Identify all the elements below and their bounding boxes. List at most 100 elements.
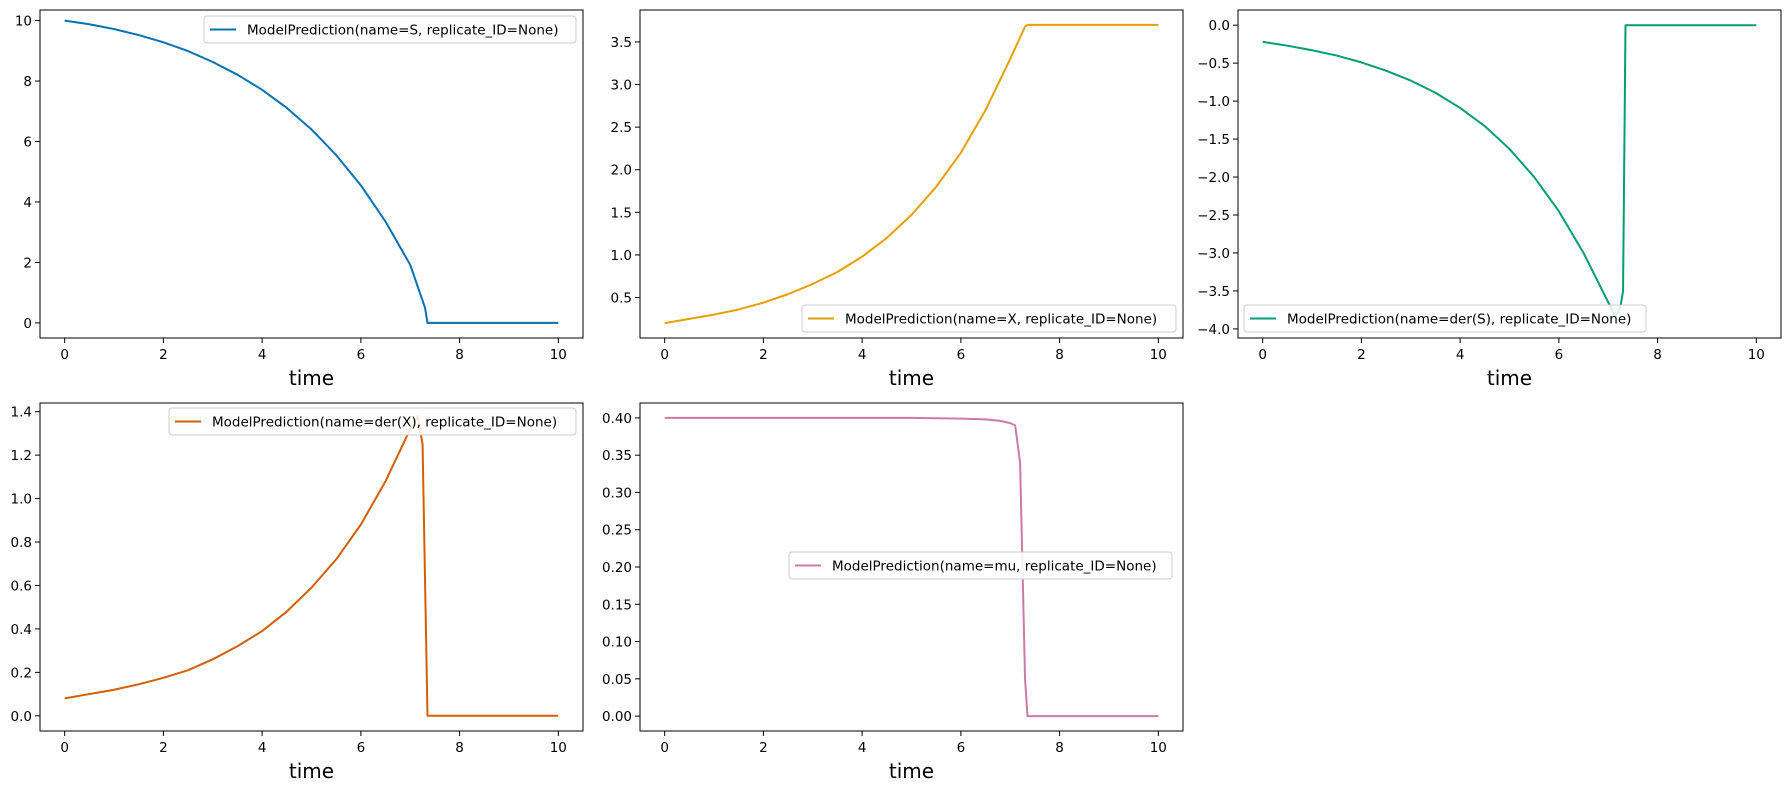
- x-tick-label: 10: [1150, 347, 1167, 363]
- y-tick-label: −1.0: [1197, 94, 1230, 110]
- x-axis-label: time: [889, 759, 934, 783]
- legend-box: [801, 304, 1177, 333]
- subplot-3: 0 2 4 6 8 10 0.0 −0.5 −1.0 −1.5 −2.0 −2.5 −3.0 −3.5 −4…: [1197, 9, 1782, 390]
- legend-label: ModelPrediction(name=der(X), replicate_I…: [212, 415, 557, 431]
- subplot-2: 0 2 4 6 8 10 0.5 1.0 1.5 2.0 2.5 3.0 3.5 time ModelPre…: [611, 9, 1184, 390]
- y-tick-label: 1.0: [611, 248, 632, 264]
- y-tick-label: 0.6: [11, 578, 32, 594]
- axes-frame: [39, 402, 584, 732]
- y-tick-label: 2: [23, 255, 32, 271]
- legend: ModelPrediction(name=mu, replicate_ID=No…: [788, 551, 1173, 580]
- y-tick-label: 4: [23, 195, 32, 211]
- legend-box: [168, 407, 577, 436]
- legend: ModelPrediction(name=X, replicate_ID=Non…: [801, 304, 1177, 333]
- x-tick-label: 4: [258, 347, 267, 363]
- x-tick-label: 8: [1055, 347, 1064, 363]
- x-tick-label: 6: [957, 347, 966, 363]
- y-tick-label: 0.15: [602, 597, 632, 613]
- y-tick-label: 3.0: [611, 78, 632, 94]
- legend: ModelPrediction(name=S, replicate_ID=Non…: [203, 15, 577, 44]
- x-tick-label: 4: [258, 740, 267, 756]
- x-tick-label: 6: [957, 740, 966, 756]
- x-axis-label: time: [289, 366, 334, 390]
- x-axis-label: time: [1487, 366, 1532, 390]
- x-tick-label: 2: [759, 740, 768, 756]
- x-tick-label: 2: [159, 740, 168, 756]
- y-tick-label: −0.5: [1197, 56, 1230, 72]
- x-axis-label: time: [889, 366, 934, 390]
- y-tick-label: 0.8: [11, 535, 32, 551]
- x-tick-label: 2: [759, 347, 768, 363]
- x-tick-label: 4: [858, 740, 867, 756]
- x-tick-label: 8: [1653, 347, 1662, 363]
- y-tick-label: 0.00: [602, 709, 632, 725]
- y-tick-label: −2.0: [1197, 170, 1230, 186]
- y-tick-label: 1.5: [611, 205, 632, 221]
- y-tick-label: 0: [23, 316, 32, 332]
- y-tick-label: 0.0: [11, 709, 32, 725]
- y-tick-label: 3.5: [611, 35, 632, 51]
- series-line: [664, 416, 1159, 718]
- legend-label: ModelPrediction(name=X, replicate_ID=Non…: [845, 312, 1157, 328]
- y-tick-label: −3.0: [1197, 246, 1230, 262]
- axes-frame: [1237, 9, 1782, 339]
- subplot-1: 0 2 4 6 8 10 0 2 4 6 8 10 time ModelPrediction(name=S…: [15, 9, 584, 390]
- x-tick-label: 2: [159, 347, 168, 363]
- y-tick-label: 0.2: [11, 665, 32, 681]
- series-line: [64, 415, 559, 717]
- y-tick-label: 10: [15, 14, 32, 30]
- legend: ModelPrediction(name=der(X), replicate_I…: [168, 407, 577, 436]
- x-tick-label: 0: [60, 347, 69, 363]
- x-tick-label: 10: [1150, 740, 1167, 756]
- y-tick-label: 8: [23, 74, 32, 90]
- x-tick-label: 8: [455, 347, 464, 363]
- x-tick-label: 6: [357, 347, 366, 363]
- y-tick-label: 1.4: [11, 405, 32, 421]
- y-tick-label: −3.5: [1197, 284, 1230, 300]
- y-tick-label: −1.5: [1197, 132, 1230, 148]
- y-tick-label: 2.0: [611, 163, 632, 179]
- legend-box: [203, 15, 577, 44]
- y-tick-label: 0.30: [602, 485, 632, 501]
- legend-label: ModelPrediction(name=mu, replicate_ID=No…: [832, 559, 1157, 575]
- x-tick-label: 4: [858, 347, 867, 363]
- y-tick-label: 2.5: [611, 120, 632, 136]
- y-tick-label: −4.0: [1197, 322, 1230, 338]
- axes-frame: [39, 9, 584, 339]
- series-line: [64, 19, 559, 324]
- subplot-5: 0 2 4 6 8 10 0.00 0.05 0.10 0.15 0.20 0.25 0.30 0.35 0…: [602, 402, 1184, 783]
- x-tick-label: 0: [660, 347, 669, 363]
- y-tick-label: 0.5: [611, 291, 632, 307]
- subplot-4: 0 2 4 6 8 10 0.0 0.2 0.4 0.6 0.8 1.0 1.2 1.4 time Model…: [11, 402, 584, 783]
- series-line: [1262, 24, 1757, 319]
- legend-box: [1243, 304, 1647, 333]
- axes-frame: [639, 9, 1184, 339]
- y-tick-label: 0.20: [602, 560, 632, 576]
- y-tick-label: 0.10: [602, 635, 632, 651]
- series-line: [664, 23, 1159, 325]
- x-tick-label: 6: [357, 740, 366, 756]
- x-tick-label: 6: [1555, 347, 1564, 363]
- x-tick-label: 0: [1258, 347, 1267, 363]
- legend-label: ModelPrediction(name=der(S), replicate_I…: [1287, 312, 1631, 328]
- y-tick-label: 0.0: [1209, 18, 1230, 34]
- x-tick-label: 4: [1456, 347, 1465, 363]
- y-tick-label: 0.25: [602, 523, 632, 539]
- x-tick-label: 10: [550, 347, 567, 363]
- x-tick-label: 0: [660, 740, 669, 756]
- x-tick-label: 8: [455, 740, 464, 756]
- y-tick-label: 0.35: [602, 448, 632, 464]
- legend-box: [788, 551, 1173, 580]
- x-tick-label: 0: [60, 740, 69, 756]
- y-tick-label: −2.5: [1197, 208, 1230, 224]
- y-tick-label: 1.2: [11, 448, 32, 464]
- x-tick-label: 8: [1055, 740, 1064, 756]
- legend: ModelPrediction(name=der(S), replicate_I…: [1243, 304, 1647, 333]
- y-tick-label: 0.4: [11, 622, 32, 638]
- x-tick-label: 2: [1357, 347, 1366, 363]
- y-tick-label: 0.05: [602, 672, 632, 688]
- y-tick-label: 6: [23, 135, 32, 151]
- legend-label: ModelPrediction(name=S, replicate_ID=Non…: [247, 23, 558, 39]
- y-tick-label: 1.0: [11, 492, 32, 508]
